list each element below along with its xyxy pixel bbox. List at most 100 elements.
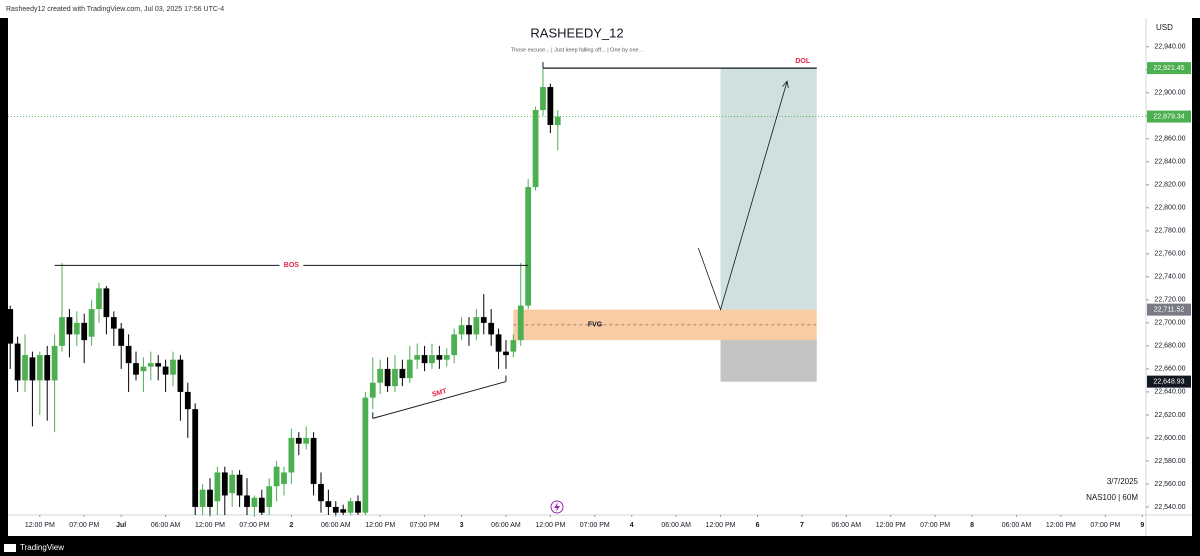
candle-body <box>436 355 443 360</box>
y-tick-label: 22,900.00 <box>1154 90 1185 97</box>
bos-label-bg <box>279 260 304 271</box>
candle-body <box>110 317 117 329</box>
y-tick-label: 22,760.00 <box>1154 251 1185 258</box>
candle-body <box>443 355 450 360</box>
price-tag <box>1147 375 1191 388</box>
candle-body <box>162 366 169 375</box>
x-tick-label: 07:00 PM <box>580 522 610 529</box>
x-tick-label: Jul <box>116 522 126 529</box>
candle-body <box>362 397 369 513</box>
price-tag-label: 22,711.52 <box>1154 306 1185 313</box>
price-tag-label: 22,648.93 <box>1153 378 1184 385</box>
axes: 22,540.00 22,560.00 22,580.00 22,600.00 22,6… <box>25 44 1191 529</box>
candle-body <box>540 87 546 111</box>
candle-body <box>266 486 273 507</box>
candle-body <box>310 437 317 484</box>
smt-line <box>372 381 507 419</box>
logo-icon <box>4 544 16 552</box>
candle-body <box>295 437 302 444</box>
candle-body <box>340 509 347 513</box>
x-tick-label: 06:00 AM <box>661 522 691 529</box>
candle-body <box>406 359 413 379</box>
x-tick-label: 06:00 AM <box>491 522 521 529</box>
candle-body <box>332 506 339 513</box>
x-tick-label: 07:00 PM <box>920 522 950 529</box>
chart-subtitle: Those excuse... | Just keep falling off.… <box>511 47 644 53</box>
candle-body <box>510 340 517 352</box>
y-tick-label: 22,640.00 <box>1154 389 1185 396</box>
candle-body <box>466 325 472 335</box>
chart-area <box>8 18 1192 536</box>
candle-body <box>414 355 421 360</box>
candle-body <box>288 437 295 473</box>
x-tick-label: 4 <box>630 522 634 529</box>
candle-body <box>192 409 199 507</box>
price-tag-label: 22,879.34 <box>1153 113 1184 120</box>
candle-body <box>229 474 236 494</box>
candle-body <box>503 351 509 356</box>
candle-body <box>429 355 435 364</box>
candle-body <box>14 343 21 381</box>
candle-body <box>421 355 428 364</box>
candle-body <box>458 325 465 335</box>
candle-body <box>532 110 539 188</box>
y-tick-label: 22,560.00 <box>1154 481 1185 488</box>
candle-body <box>517 305 524 341</box>
candle-body <box>207 489 213 507</box>
candle-body <box>170 359 176 375</box>
candle-body <box>273 466 280 487</box>
candle-body <box>355 501 361 513</box>
candle-body <box>125 345 132 364</box>
y-tick-label: 22,700.00 <box>1154 320 1185 327</box>
y-tick-label: 22,800.00 <box>1154 205 1185 212</box>
candle-body <box>318 483 324 502</box>
date-label: 3/7/2025 <box>1107 477 1139 486</box>
footer-text: TradingView <box>20 543 64 552</box>
x-tick-label: 06:00 AM <box>151 522 181 529</box>
candle-body <box>347 501 354 513</box>
candle-body <box>36 355 43 381</box>
candle-body <box>214 472 221 502</box>
y-tick-label: 22,600.00 <box>1154 435 1185 442</box>
candle-body <box>59 317 65 346</box>
x-tick-label: 06:00 AM <box>832 522 862 529</box>
x-tick-label: 12:00 PM <box>25 522 55 529</box>
y-tick-label: 22,840.00 <box>1154 159 1185 166</box>
smt-label: SMT <box>431 388 448 399</box>
candle-body <box>451 334 458 356</box>
price-tag <box>1147 62 1191 75</box>
candle-body <box>199 489 206 507</box>
x-tick-label: 06:00 AM <box>1002 522 1032 529</box>
x-tick-label: 12:00 PM <box>706 522 736 529</box>
projection-path <box>697 81 788 311</box>
candle-body <box>251 497 258 507</box>
y-tick-label: 22,740.00 <box>1154 274 1185 281</box>
candle-body <box>221 472 228 496</box>
candle-body <box>51 345 58 381</box>
candle-body <box>184 391 191 410</box>
price-tag <box>1147 110 1191 123</box>
candle-body <box>325 501 332 507</box>
y-tick-label: 22,580.00 <box>1154 458 1185 465</box>
y-tick-label: 22,860.00 <box>1154 136 1185 143</box>
candle-body <box>525 187 532 306</box>
x-tick-label: 7 <box>800 522 804 529</box>
candle-body <box>547 87 554 125</box>
candle-body <box>236 474 243 496</box>
candle-body <box>554 116 561 125</box>
chart-title: RASHEEDY_12 <box>530 25 623 40</box>
header-text: Rasheedy12 created with TradingView.com,… <box>6 6 224 13</box>
candle-body <box>392 368 398 387</box>
candle-body <box>29 357 36 381</box>
y-tick-label: 22,620.00 <box>1154 412 1185 419</box>
x-tick-label: 06:00 AM <box>321 522 351 529</box>
x-tick-label: 8 <box>970 522 974 529</box>
x-tick-label: 6 <box>756 522 760 529</box>
bos-label: BOS <box>284 262 300 269</box>
x-tick-label: 9 <box>1140 522 1144 529</box>
dol-label: DOL <box>795 58 811 65</box>
fvg-label: FVG <box>588 322 603 329</box>
x-tick-label: 07:00 PM <box>1090 522 1120 529</box>
candle-body <box>488 322 495 335</box>
